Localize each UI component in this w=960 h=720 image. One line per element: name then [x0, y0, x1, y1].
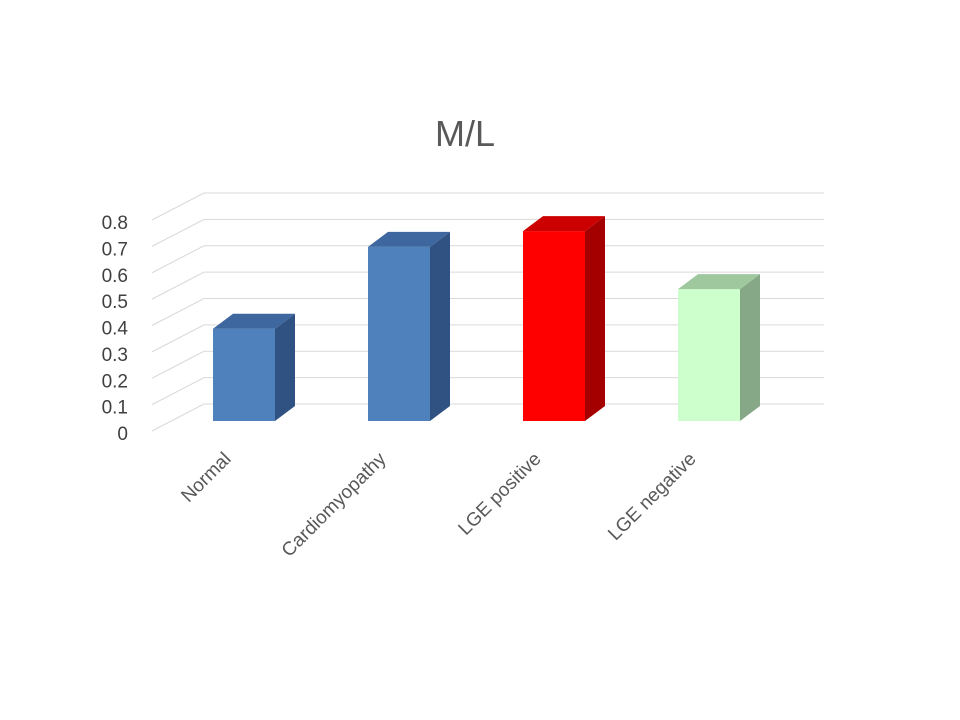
bar-top	[368, 231, 450, 247]
y-tick-label: 0.8	[102, 213, 128, 234]
gridlines	[151, 192, 824, 432]
bar-top	[523, 216, 605, 232]
gridline	[151, 245, 824, 274]
gridline	[151, 377, 824, 406]
x-category-label: Normal	[177, 449, 235, 507]
bar-side	[430, 231, 450, 421]
x-category-label: LGE positive	[455, 449, 546, 540]
bar	[678, 274, 760, 421]
bar	[213, 313, 295, 421]
y-tick-label: 0.2	[102, 371, 128, 392]
bar	[368, 231, 450, 421]
bars	[213, 216, 760, 421]
y-axis-ticks: 0 0.1 0.2 0.3 0.4 0.5 0.6 0.7 0.8	[102, 213, 129, 445]
y-tick-label: 0.7	[102, 239, 128, 260]
y-tick-label: 0.5	[102, 292, 128, 313]
x-category-label: Cardiomyopathy	[278, 448, 391, 561]
bar-front	[368, 246, 430, 421]
bar-front	[678, 289, 740, 421]
category-labels: Normal Cardiomyopathy LGE positive LGE nega…	[177, 448, 700, 561]
gridline	[151, 271, 824, 300]
y-tick-label: 0.1	[102, 398, 128, 419]
y-tick-label: 0.3	[102, 345, 128, 366]
bar-top	[213, 313, 295, 329]
y-tick-label: 0	[117, 424, 128, 445]
bar	[523, 216, 605, 421]
gridline	[151, 324, 824, 353]
gridline	[151, 298, 824, 326]
chart-title: M/L	[435, 113, 495, 154]
y-tick-label: 0.4	[102, 319, 129, 340]
bar-top	[678, 274, 760, 290]
bar-side	[275, 313, 295, 421]
gridline	[151, 403, 824, 432]
bar-side	[740, 274, 760, 421]
x-category-label: LGE negative	[604, 449, 700, 545]
gridline	[151, 218, 824, 247]
bar-front	[213, 328, 275, 421]
gridline	[151, 192, 824, 221]
gridline	[151, 350, 824, 379]
bar-side	[585, 216, 605, 421]
y-tick-label: 0.6	[102, 266, 128, 287]
bar-front	[523, 231, 585, 421]
